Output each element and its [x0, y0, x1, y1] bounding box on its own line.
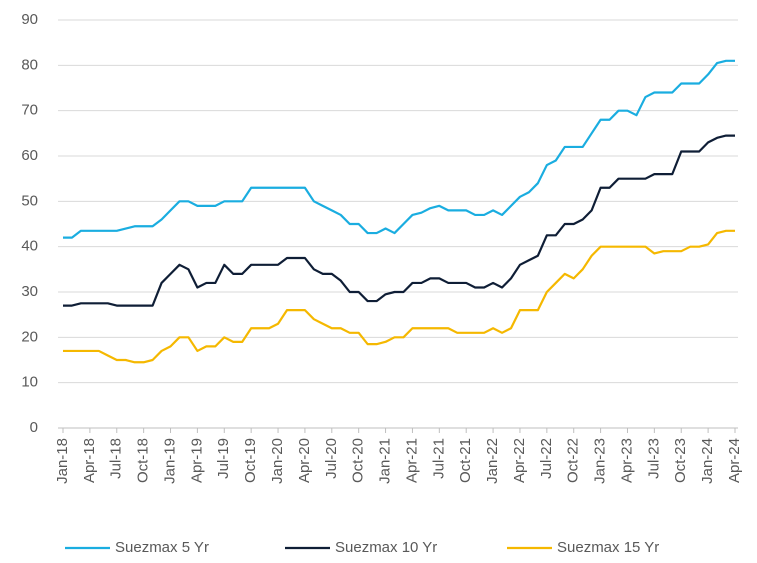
y-tick-label: 50 — [21, 192, 38, 209]
x-tick-label: Jul-18 — [108, 438, 125, 479]
y-tick-label: 20 — [21, 328, 38, 345]
x-tick-label: Oct-22 — [565, 438, 582, 483]
x-tick-label: Jul-22 — [538, 438, 555, 479]
y-tick-label: 80 — [21, 56, 38, 73]
x-tick-label: Oct-19 — [242, 438, 259, 483]
x-tick-label: Jan-24 — [699, 438, 716, 484]
y-tick-label: 0 — [30, 419, 38, 436]
x-tick-label: Oct-18 — [135, 438, 152, 483]
series-line — [63, 134, 735, 307]
legend-label: Suezmax 5 Yr — [115, 539, 209, 556]
x-tick-label: Jul-21 — [430, 438, 447, 479]
x-tick-label: Apr-24 — [726, 438, 743, 483]
x-tick-label: Jan-18 — [54, 438, 71, 484]
x-tick-label: Oct-21 — [457, 438, 474, 483]
x-tick-label: Jan-19 — [161, 438, 178, 484]
x-tick-label: Jan-23 — [592, 438, 609, 484]
legend-label: Suezmax 15 Yr — [557, 539, 659, 556]
x-tick-label: Jul-23 — [645, 438, 662, 479]
legend-label: Suezmax 10 Yr — [335, 539, 437, 556]
x-tick-label: Apr-22 — [511, 438, 528, 483]
series-line — [63, 229, 735, 364]
x-tick-label: Apr-21 — [403, 438, 420, 483]
y-tick-label: 30 — [21, 283, 38, 300]
x-tick-label: Jan-22 — [484, 438, 501, 484]
y-tick-label: 90 — [21, 11, 38, 28]
x-tick-label: Jan-21 — [377, 438, 394, 484]
x-tick-label: Apr-20 — [296, 438, 313, 483]
y-tick-label: 70 — [21, 102, 38, 119]
x-tick-label: Oct-23 — [672, 438, 689, 483]
x-tick-label: Apr-18 — [81, 438, 98, 483]
x-tick-label: Jul-20 — [323, 438, 340, 479]
x-tick-label: Apr-23 — [618, 438, 635, 483]
x-tick-label: Jul-19 — [215, 438, 232, 479]
y-tick-label: 10 — [21, 374, 38, 391]
x-tick-label: Apr-19 — [188, 438, 205, 483]
x-tick-label: Jan-20 — [269, 438, 286, 484]
y-tick-label: 60 — [21, 147, 38, 164]
y-tick-label: 40 — [21, 238, 38, 255]
x-tick-label: Oct-20 — [350, 438, 367, 483]
series-line — [63, 59, 735, 239]
